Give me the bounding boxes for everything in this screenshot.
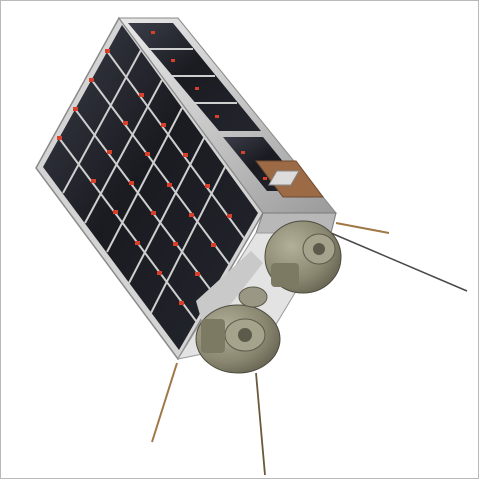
top-panel-grid (149, 48, 237, 104)
antenna-right-upper (335, 222, 390, 234)
antenna-bottom-left (151, 362, 178, 443)
solar-cell-grid (58, 49, 245, 322)
main-solar-panel (43, 25, 258, 350)
thruster-lower (195, 286, 281, 374)
red-contacts (57, 49, 232, 305)
top-panel-contacts (151, 31, 267, 180)
antenna-bottom-center (255, 372, 266, 476)
sensor-window (267, 170, 300, 186)
antenna-right-lower (330, 232, 468, 292)
thruster-upper (264, 220, 342, 294)
